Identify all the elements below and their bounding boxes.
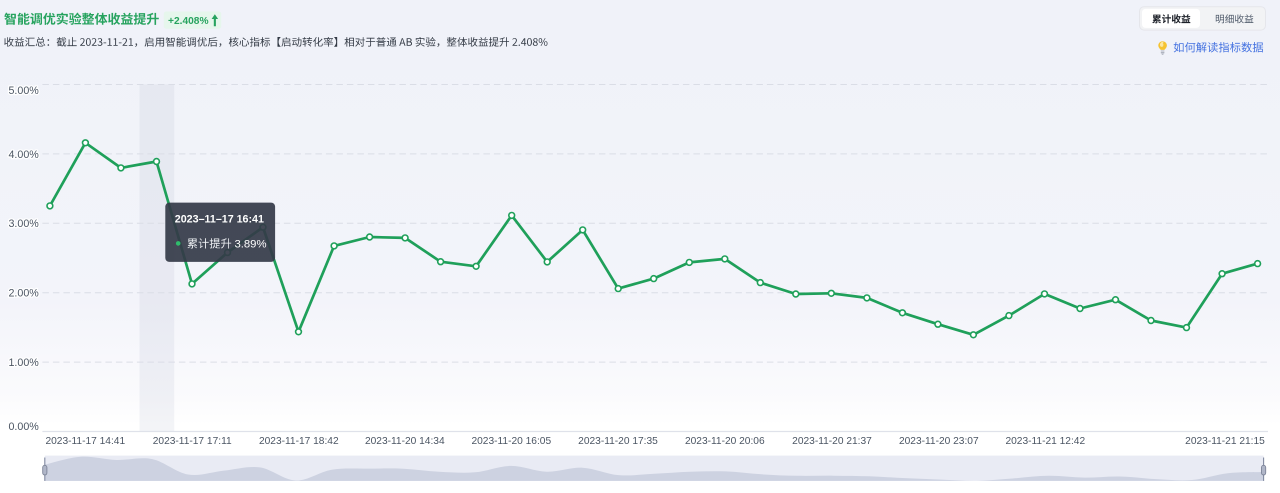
svg-text:2.00%: 2.00% xyxy=(8,288,39,300)
svg-text:2023-11-17 17:11: 2023-11-17 17:11 xyxy=(153,436,232,447)
svg-text:0.00%: 0.00% xyxy=(8,421,39,433)
svg-text:2023-11-17 18:42: 2023-11-17 18:42 xyxy=(259,436,339,447)
svg-text:2023-11-20 17:35: 2023-11-20 17:35 xyxy=(578,436,658,447)
svg-text:5.00%: 5.00% xyxy=(8,85,39,97)
svg-text:2023-11-20 23:07: 2023-11-20 23:07 xyxy=(899,436,979,447)
svg-text:+2.408%: +2.408% xyxy=(168,16,209,27)
svg-text:2023-11-20 14:34: 2023-11-20 14:34 xyxy=(365,436,445,447)
svg-text:2023-11-17 14:41: 2023-11-17 14:41 xyxy=(45,436,125,447)
svg-text:2023-11-20 21:37: 2023-11-20 21:37 xyxy=(792,436,872,447)
svg-text:2023–11–17 16:41: 2023–11–17 16:41 xyxy=(175,214,264,226)
svg-text:3.89%: 3.89% xyxy=(234,239,266,251)
svg-text:1.00%: 1.00% xyxy=(8,357,39,369)
svg-text:2023-11-21 12:42: 2023-11-21 12:42 xyxy=(1005,436,1085,447)
svg-text:4.00%: 4.00% xyxy=(8,149,39,161)
svg-text:2023-11-21 21:15: 2023-11-21 21:15 xyxy=(1185,436,1265,447)
svg-text:2023-11-20 20:06: 2023-11-20 20:06 xyxy=(685,436,765,447)
svg-text:3.00%: 3.00% xyxy=(8,218,39,230)
svg-text:2023-11-20 16:05: 2023-11-20 16:05 xyxy=(471,436,551,447)
